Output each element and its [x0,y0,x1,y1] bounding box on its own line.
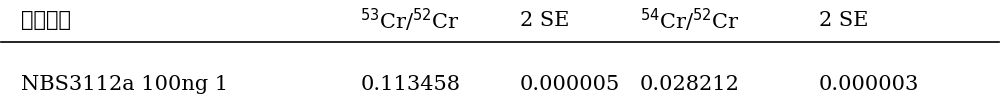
Text: NBS3112a 100ng 1: NBS3112a 100ng 1 [21,75,228,94]
Text: 0.113458: 0.113458 [360,75,460,94]
Text: 样品编号: 样品编号 [21,11,71,30]
Text: 0.000005: 0.000005 [520,75,620,94]
Text: $^{54}$Cr/$^{52}$Cr: $^{54}$Cr/$^{52}$Cr [640,7,739,34]
Text: 2 SE: 2 SE [520,11,569,30]
Text: 0.028212: 0.028212 [640,75,739,94]
Text: $^{53}$Cr/$^{52}$Cr: $^{53}$Cr/$^{52}$Cr [360,7,460,34]
Text: 2 SE: 2 SE [819,11,868,30]
Text: 0.000003: 0.000003 [819,75,919,94]
